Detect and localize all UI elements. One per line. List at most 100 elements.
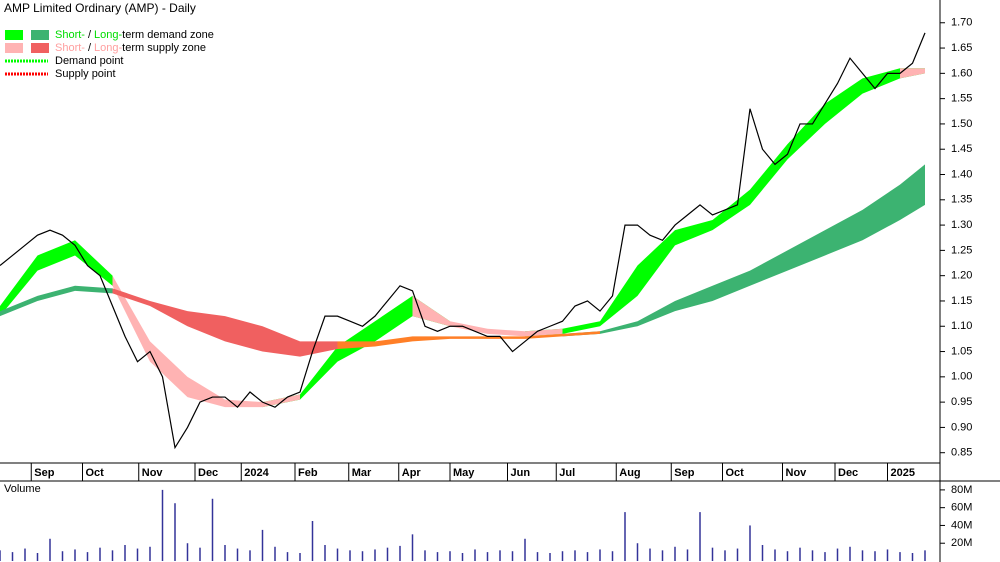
legend-label: Supply point (55, 68, 116, 80)
volume-label: Volume (4, 483, 41, 495)
volume-bar (549, 553, 551, 561)
volume-bar (349, 550, 351, 561)
volume-bar (0, 550, 1, 561)
volume-bar (911, 553, 914, 561)
legend-text: Long- (94, 29, 122, 41)
legend-swatch (5, 43, 23, 53)
legend-text: Long- (94, 42, 122, 54)
volume-bar (274, 546, 276, 561)
volume-bar (449, 551, 451, 561)
x-tick-label: 2024 (244, 467, 269, 479)
legend-text: Short- (55, 42, 85, 54)
legend-text: Supply point (55, 68, 116, 80)
x-tick-label: May (453, 467, 475, 479)
volume-bar (799, 547, 801, 561)
legend-text: / (88, 42, 92, 54)
y-tick-label: 0.85 (951, 447, 972, 459)
y-tick-label: 1.35 (951, 194, 972, 206)
volume-bar (99, 547, 101, 561)
volume-bar (374, 549, 376, 561)
volume-bar (699, 512, 701, 561)
x-tick-label: Jun (511, 467, 531, 479)
volume-bar (286, 552, 289, 561)
y-tick-label: 1.50 (951, 118, 972, 130)
volume-bar (211, 498, 214, 561)
volume-tick-label: 60M (951, 502, 972, 514)
volume-bar (36, 553, 39, 561)
volume-bar (324, 545, 326, 561)
x-tick-label: Mar (352, 467, 372, 479)
chart-title: AMP Limited Ordinary (AMP) - Daily (4, 1, 196, 15)
x-tick-label: Nov (142, 467, 164, 479)
x-tick-label: Oct (726, 467, 745, 479)
volume-bar (861, 550, 864, 561)
volume-bar (536, 552, 539, 561)
y-tick-label: 1.55 (951, 93, 972, 105)
volume-bar (836, 548, 839, 561)
volume-bar (149, 546, 151, 561)
x-tick-label: Dec (838, 467, 858, 479)
volume-bar (624, 512, 626, 561)
legend-text: / (88, 29, 92, 41)
volume-bar (249, 550, 251, 561)
volume-bar (874, 551, 876, 561)
volume-bar (499, 550, 501, 561)
volume-bar (749, 525, 751, 561)
volume-tick-label: 40M (951, 519, 972, 531)
volume-bar (424, 550, 426, 561)
volume-bar (386, 547, 389, 561)
y-tick-label: 1.25 (951, 244, 972, 256)
volume-bar (524, 538, 526, 561)
x-tick-label: Sep (34, 467, 54, 479)
x-tick-label: Sep (674, 467, 694, 479)
volume-bar (586, 552, 589, 561)
y-tick-label: 1.00 (951, 371, 972, 383)
legend-text: term demand zone (122, 29, 214, 41)
legend-text: term supply zone (122, 42, 206, 54)
volume-bar (361, 551, 364, 561)
volume-bar (436, 552, 439, 561)
legend-label: Short- / Long-term supply zone (55, 42, 206, 54)
volume-bar (49, 538, 51, 561)
legend-text: Short- (55, 29, 85, 41)
volume-bar (636, 543, 639, 561)
y-tick-label: 1.15 (951, 295, 972, 307)
volume-bar (786, 551, 789, 561)
zone-band (0, 240, 113, 317)
volume-bar (124, 545, 126, 561)
x-tick-label: Dec (198, 467, 218, 479)
legend-swatch (31, 43, 49, 53)
volume-bar (599, 549, 601, 561)
y-tick-label: 1.65 (951, 42, 972, 54)
y-tick-label: 1.30 (951, 219, 972, 231)
volume-bar (161, 489, 164, 561)
volume-bar (849, 546, 851, 561)
volume-bar (774, 549, 776, 561)
volume-bar (24, 548, 26, 561)
volume-bar (299, 553, 301, 561)
y-tick-label: 1.45 (951, 143, 972, 155)
volume-bar (399, 545, 401, 561)
x-tick-label: Aug (619, 467, 640, 479)
volume-bar (736, 548, 739, 561)
y-tick-label: 1.70 (951, 17, 972, 29)
y-tick-label: 0.95 (951, 396, 972, 408)
volume-bar (686, 549, 689, 561)
volume-bar (711, 547, 714, 561)
volume-bar (411, 534, 414, 561)
volume-bar (199, 547, 201, 561)
volume-bar (761, 545, 764, 561)
volume-bar (886, 549, 889, 561)
volume-bar (724, 550, 726, 561)
volume-bar (811, 550, 814, 561)
price-line (0, 32, 926, 450)
volume-bar (511, 551, 514, 561)
zone-band (337, 331, 600, 350)
volume-bar (899, 552, 901, 561)
x-tick-label: Feb (298, 467, 318, 479)
volume-bar (186, 543, 189, 561)
volume-bar (486, 552, 489, 561)
zone-band (112, 275, 300, 408)
volume-bar (61, 551, 64, 561)
